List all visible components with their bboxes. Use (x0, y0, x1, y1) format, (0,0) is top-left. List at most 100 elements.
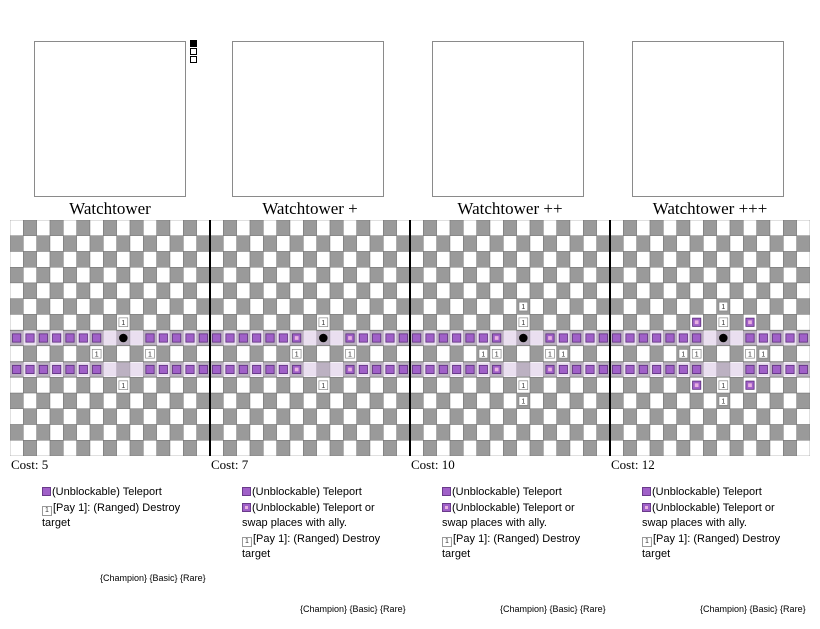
board-square (329, 251, 344, 268)
board-square (383, 424, 397, 441)
board-square (169, 424, 184, 441)
swap-center-icon (294, 336, 299, 340)
board-square (410, 345, 424, 362)
board-square (303, 440, 317, 456)
board-square (103, 377, 117, 394)
board-square (596, 314, 610, 331)
teleport-icon (572, 333, 582, 343)
board-square (223, 408, 237, 425)
teleport-icon (412, 333, 422, 343)
board-square (169, 314, 184, 331)
board-square (623, 314, 637, 331)
board-square (489, 220, 504, 236)
board-square (263, 235, 277, 252)
board-square (503, 408, 517, 425)
board-square (383, 345, 397, 362)
board-square (289, 408, 304, 425)
board-square (303, 392, 317, 409)
board-square (343, 282, 357, 299)
ranged-destroy-label: 1 (695, 351, 699, 358)
board-square (23, 345, 37, 362)
board-square (769, 267, 784, 284)
ability-list: (Unblockable) Teleport (Unblockable) Tel… (442, 485, 592, 563)
board-square (663, 220, 677, 236)
card-art-frame (632, 41, 784, 197)
board-square (610, 282, 624, 299)
board-square (343, 314, 357, 331)
board-square (223, 345, 237, 362)
teleport-icon (358, 333, 368, 343)
board-square (183, 220, 197, 236)
board-square (143, 314, 157, 331)
board-square (743, 424, 757, 441)
board-square (423, 377, 437, 394)
move-grid: 1 1 1 1 1 1 1 1 (410, 220, 610, 456)
board-square (343, 377, 357, 394)
teleport-icon (452, 364, 462, 374)
board-square (529, 267, 544, 284)
board-square (289, 267, 304, 284)
board-square (649, 377, 664, 394)
teleport-icon (65, 333, 75, 343)
board-square (583, 424, 597, 441)
board-square (129, 298, 144, 315)
board-square (743, 220, 757, 236)
board-square (610, 345, 624, 362)
board-square (249, 424, 264, 441)
board-square (103, 251, 117, 268)
board-square (663, 408, 677, 425)
board-square (10, 408, 24, 425)
ability-list: (Unblockable) Teleport 1 [Pay 1]: (Ranged… (42, 485, 192, 532)
board-square (556, 314, 571, 331)
ranged-destroy-label: 1 (495, 351, 499, 358)
board-square (556, 424, 571, 441)
ranged-destroy-icon: 1 (42, 505, 52, 516)
board-square (49, 251, 64, 268)
board-square (796, 408, 810, 425)
board-square (556, 377, 571, 394)
board-square (210, 408, 224, 425)
board-square (10, 345, 24, 362)
board-square (236, 235, 251, 252)
board-square (769, 377, 784, 394)
board-square (316, 282, 331, 299)
board-square (143, 220, 157, 236)
board-square (36, 408, 51, 425)
board-square (196, 392, 210, 409)
board-square (769, 298, 784, 315)
board-square (596, 220, 610, 236)
board-square (649, 282, 664, 299)
board-square (329, 424, 344, 441)
board-square (689, 408, 704, 425)
board-square (63, 408, 77, 425)
ranged-destroy-icon (291, 348, 302, 359)
board-square (489, 408, 504, 425)
board-square (729, 424, 744, 441)
board-square (649, 424, 664, 441)
board-square (436, 282, 451, 299)
board-square (63, 314, 77, 331)
board-square (649, 267, 664, 284)
board-square (396, 220, 410, 236)
board-square (263, 377, 277, 394)
board-square (183, 267, 197, 284)
board-square (183, 298, 197, 315)
board-square (636, 440, 651, 456)
board-square (183, 408, 197, 425)
board-square (129, 282, 144, 299)
swap-center-icon (548, 336, 552, 340)
board-square (423, 408, 437, 425)
board-square (63, 424, 77, 441)
board-square (196, 251, 210, 268)
board-square (276, 298, 291, 315)
board-square (289, 392, 304, 409)
board-square (210, 298, 224, 315)
board-square (36, 392, 51, 409)
board-square (316, 408, 331, 425)
board-square (263, 424, 277, 441)
board-square (103, 220, 117, 236)
board-square (329, 314, 344, 331)
board-square (183, 392, 197, 409)
board-square (569, 392, 584, 409)
board-square (383, 251, 397, 268)
